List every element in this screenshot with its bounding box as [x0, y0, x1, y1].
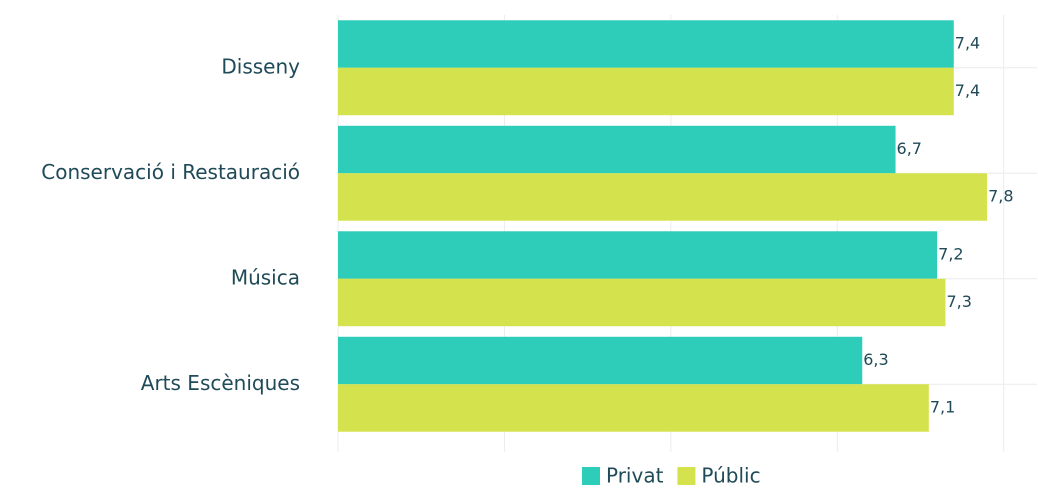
category-label: Arts Escèniques [141, 371, 300, 395]
value-label: 7,1 [930, 397, 955, 416]
value-label: 7,8 [988, 186, 1013, 205]
legend-label: Públic [701, 464, 760, 488]
category-label: Disseny [221, 54, 300, 78]
legend-label: Privat [606, 464, 664, 488]
value-label: 7,4 [955, 81, 980, 100]
bar [338, 384, 929, 432]
bar [338, 336, 863, 385]
category-label: Conservació i Restauració [41, 160, 300, 184]
bar [338, 173, 988, 221]
bar [338, 125, 896, 174]
bar [338, 231, 938, 279]
value-label: 6,3 [863, 350, 888, 369]
legend-swatch [582, 467, 600, 485]
value-label: 7,2 [938, 245, 963, 264]
value-label: 7,3 [946, 292, 971, 311]
value-label: 7,4 [955, 34, 980, 53]
bar [338, 20, 954, 68]
legend-swatch [677, 467, 696, 485]
bar [338, 67, 954, 116]
value-label: 6,7 [897, 139, 922, 158]
bar [338, 278, 946, 327]
category-label: Música [231, 265, 300, 289]
